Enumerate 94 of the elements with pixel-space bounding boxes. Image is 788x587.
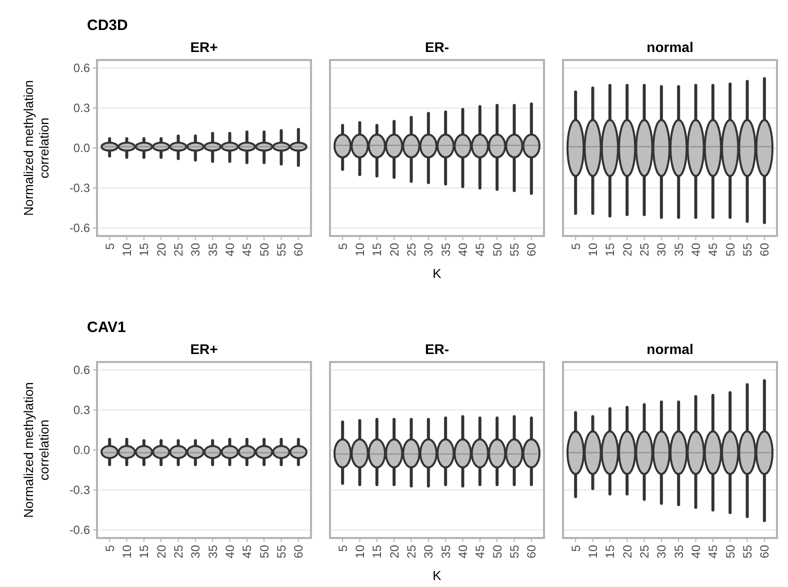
x-tick-label: 45: [706, 544, 720, 558]
x-tick-label: 35: [672, 544, 686, 558]
x-tick-label: 25: [404, 242, 418, 256]
x-tick-label: 35: [438, 242, 453, 256]
y-tick-label: -0.6: [69, 221, 90, 236]
x-tick-label: 10: [586, 242, 600, 256]
x-tick-label: 30: [422, 242, 436, 256]
x-tick-label: 5: [102, 544, 117, 552]
x-tick-label: 20: [387, 544, 402, 558]
x-axis-title: K: [432, 568, 442, 583]
x-tick-label: 60: [758, 544, 772, 558]
x-tick-label: 35: [206, 242, 220, 256]
y-tick-label: -0.3: [69, 483, 90, 498]
x-tick-label: 25: [637, 544, 652, 558]
x-tick-label: 20: [620, 544, 634, 558]
chart-subtitle: ER+: [190, 39, 218, 55]
x-tick-label: 30: [188, 544, 203, 558]
x-tick-label: 30: [188, 242, 203, 256]
x-tick-label: 60: [292, 242, 306, 256]
x-tick-label: 20: [154, 544, 168, 558]
y-axis-title: Normalized methylation correlation: [21, 382, 52, 518]
x-tick-label: 45: [240, 544, 254, 558]
x-tick-label: 5: [336, 242, 350, 250]
x-tick-label: 5: [336, 544, 350, 552]
x-tick-label: 50: [723, 544, 738, 558]
x-tick-label: 60: [758, 242, 772, 256]
x-tick-label: 40: [222, 544, 237, 558]
x-tick-label: 10: [352, 242, 367, 256]
x-tick-label: 20: [154, 242, 168, 256]
x-tick-label: 35: [206, 544, 220, 558]
chart-subtitle: normal: [646, 341, 694, 357]
x-tick-label: 15: [603, 544, 618, 558]
x-tick-label: 40: [688, 544, 703, 558]
x-tick-label: 50: [723, 242, 738, 256]
x-tick-label: 30: [654, 544, 669, 558]
chart-subtitle: ER-: [424, 39, 450, 55]
chart-title: CAV1: [87, 319, 126, 336]
x-tick-label: 55: [274, 544, 288, 558]
x-tick-label: 55: [507, 242, 522, 256]
y-tick-label: 0.3: [73, 101, 90, 116]
x-tick-label: 5: [568, 242, 583, 250]
x-tick-label: 45: [473, 242, 488, 256]
x-tick-label: 25: [404, 544, 418, 558]
y-tick-label: 0.3: [73, 403, 90, 418]
x-tick-label: 45: [240, 242, 254, 256]
chart-title: CD3D: [87, 17, 128, 34]
y-tick-label: -0.3: [69, 181, 90, 196]
x-tick-label: 10: [352, 544, 367, 558]
x-tick-label: 35: [438, 544, 453, 558]
x-tick-label: 45: [706, 242, 720, 256]
x-tick-label: 5: [102, 242, 117, 250]
x-tick-label: 35: [672, 242, 686, 256]
y-tick-label: 0.6: [73, 61, 90, 76]
x-tick-label: 40: [222, 242, 237, 256]
x-tick-label: 15: [370, 544, 384, 558]
x-tick-label: 15: [137, 242, 152, 256]
x-tick-label: 15: [137, 544, 152, 558]
chart-subtitle: ER-: [424, 341, 450, 357]
x-tick-label: 55: [740, 242, 754, 256]
x-tick-label: 50: [490, 544, 504, 558]
y-tick-label: -0.6: [69, 523, 90, 538]
x-tick-label: 10: [120, 242, 134, 256]
x-tick-label: 60: [524, 544, 539, 558]
y-tick-label: 0.6: [73, 363, 90, 378]
chart-subtitle: ER+: [190, 341, 218, 357]
x-tick-label: 45: [473, 544, 488, 558]
x-tick-label: 55: [740, 544, 754, 558]
x-tick-label: 40: [688, 242, 703, 256]
x-tick-label: 15: [603, 242, 618, 256]
x-tick-label: 60: [292, 544, 306, 558]
x-tick-label: 55: [274, 242, 288, 256]
x-tick-label: 50: [257, 242, 272, 256]
x-tick-label: 40: [456, 544, 470, 558]
x-tick-label: 40: [456, 242, 470, 256]
y-tick-label: 0.0: [73, 443, 90, 458]
x-tick-label: 25: [171, 242, 186, 256]
x-tick-label: 55: [507, 544, 522, 558]
x-tick-label: 20: [620, 242, 634, 256]
x-tick-label: 50: [490, 242, 504, 256]
x-tick-label: 20: [387, 242, 402, 256]
y-axis-title: Normalized methylation correlation: [21, 80, 52, 216]
x-tick-label: 50: [257, 544, 272, 558]
x-tick-label: 10: [120, 544, 134, 558]
x-tick-label: 25: [637, 242, 652, 256]
chart-subtitle: normal: [646, 39, 694, 55]
x-tick-label: 15: [370, 242, 384, 256]
x-tick-label: 60: [524, 242, 539, 256]
x-tick-label: 30: [654, 242, 669, 256]
x-tick-label: 25: [171, 544, 186, 558]
y-tick-label: 0.0: [73, 141, 90, 156]
x-tick-label: 30: [422, 544, 436, 558]
x-tick-label: 5: [568, 544, 583, 552]
x-tick-label: 10: [586, 544, 600, 558]
x-axis-title: K: [432, 266, 442, 281]
